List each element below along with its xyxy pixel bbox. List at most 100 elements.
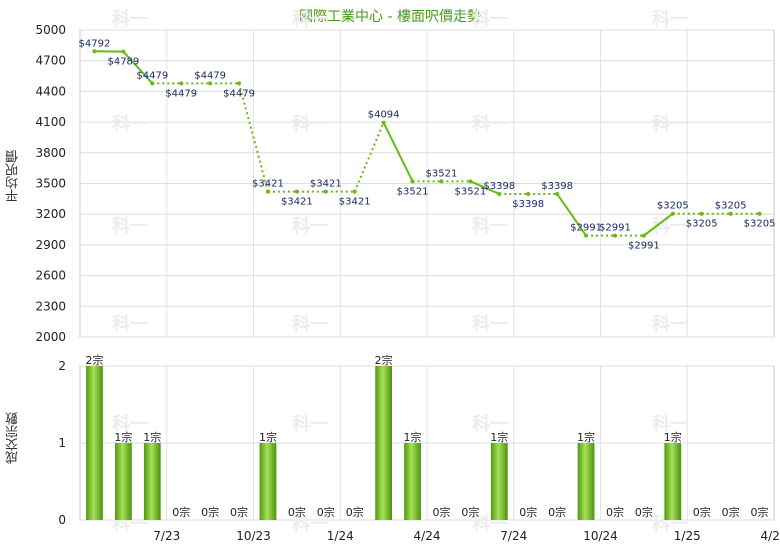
count-data-label: 0宗 xyxy=(722,505,740,519)
price-data-label: $2991 xyxy=(599,223,631,234)
count-data-label: 0宗 xyxy=(346,505,364,519)
x-tick-label: 1/25 xyxy=(674,529,701,543)
price-data-label: $3421 xyxy=(281,197,313,208)
price-data-label: $3205 xyxy=(744,219,776,230)
count-data-label: 1宗 xyxy=(404,430,422,444)
price-data-label: $3398 xyxy=(512,199,544,210)
count-y-tick-label: 1 xyxy=(58,436,66,450)
price-data-label: $4094 xyxy=(368,110,400,121)
price-y-tick-label: 5000 xyxy=(35,23,66,37)
count-data-label: 2宗 xyxy=(375,353,393,367)
count-bar xyxy=(375,366,393,520)
price-line-segment xyxy=(469,180,500,195)
price-data-label: $3521 xyxy=(397,186,429,197)
price-y-tick-label: 2900 xyxy=(35,238,66,252)
watermark-text: 科一 xyxy=(472,113,508,135)
x-tick-label: 1/24 xyxy=(327,529,354,543)
price-point xyxy=(381,120,386,125)
price-point xyxy=(612,233,617,238)
price-data-label: $3521 xyxy=(454,186,486,197)
price-point xyxy=(179,81,184,86)
price-point xyxy=(468,179,473,184)
count-data-label: 0宗 xyxy=(461,505,479,519)
count-y-tick-label: 0 xyxy=(58,513,66,527)
price-data-label: $2991 xyxy=(570,223,602,234)
price-data-label: $3205 xyxy=(657,201,689,212)
x-tick-label: 10/23 xyxy=(236,529,271,543)
count-data-label: 1宗 xyxy=(490,430,508,444)
price-point xyxy=(294,189,299,194)
price-y-tick-label: 4100 xyxy=(35,115,66,129)
watermark-text: 科一 xyxy=(292,413,328,435)
price-point xyxy=(150,81,155,86)
price-point xyxy=(208,81,213,86)
price-y-tick-label: 3800 xyxy=(35,146,66,160)
count-data-label: 1宗 xyxy=(143,430,161,444)
price-line-segment xyxy=(122,50,154,84)
count-data-label: 0宗 xyxy=(230,505,248,519)
price-point xyxy=(237,81,242,86)
price-point xyxy=(497,191,502,196)
price-point xyxy=(641,233,646,238)
price-y-tick-label: 2600 xyxy=(35,269,66,283)
price-point xyxy=(670,211,675,216)
count-data-label: 0宗 xyxy=(519,505,537,519)
price-y-tick-label: 4700 xyxy=(35,54,66,68)
x-tick-label: 4/25 xyxy=(761,529,780,543)
price-data-label: $3521 xyxy=(426,168,458,179)
count-bar xyxy=(577,443,595,520)
watermark-text: 科一 xyxy=(652,113,688,135)
price-data-label: $4479 xyxy=(223,88,255,99)
count-bar xyxy=(86,366,103,520)
watermark-text: 科一 xyxy=(472,8,508,30)
watermark-text: 科一 xyxy=(112,413,148,435)
price-data-label: $3421 xyxy=(310,179,342,190)
price-line-segment xyxy=(238,83,269,192)
watermark-text: 科一 xyxy=(472,313,508,335)
price-data-label: $3398 xyxy=(483,181,515,192)
count-data-label: 0宗 xyxy=(432,505,450,519)
watermark-text: 科一 xyxy=(292,215,328,237)
price-point xyxy=(92,49,97,54)
count-bar xyxy=(490,443,508,520)
price-point xyxy=(323,189,328,194)
x-tick-label: 7/24 xyxy=(500,529,527,543)
price-y-tick-label: 4400 xyxy=(35,84,66,98)
count-data-label: 0宗 xyxy=(693,505,711,519)
price-y-tick-label: 2300 xyxy=(35,299,66,313)
count-data-label: 0宗 xyxy=(635,505,653,519)
watermark-text: 科一 xyxy=(652,313,688,335)
price-line-segment xyxy=(382,122,414,182)
price-point xyxy=(265,189,270,194)
count-y-tick-label: 2 xyxy=(58,359,66,373)
price-data-label: $3421 xyxy=(252,179,284,190)
count-data-label: 0宗 xyxy=(172,505,190,519)
watermark-text: 科一 xyxy=(112,8,148,30)
price-data-label: $4479 xyxy=(165,88,197,99)
count-data-label: 0宗 xyxy=(751,505,769,519)
price-point xyxy=(584,233,589,238)
price-point xyxy=(352,189,357,194)
price-point xyxy=(555,191,560,196)
price-data-label: $3398 xyxy=(541,181,573,192)
count-data-label: 0宗 xyxy=(606,505,624,519)
count-bar xyxy=(664,443,682,520)
price-data-label: $4479 xyxy=(136,70,168,81)
watermark-text: 科一 xyxy=(292,8,328,30)
watermark-text: 科一 xyxy=(652,8,688,30)
chart-title: 國際工業中心 - 樓面呎價走勢 xyxy=(299,9,481,25)
price-y-tick-label: 3200 xyxy=(35,207,66,221)
count-bar xyxy=(259,443,277,520)
count-bar xyxy=(143,443,161,520)
count-bar xyxy=(114,443,132,520)
price-point xyxy=(121,49,126,54)
price-point xyxy=(728,211,733,216)
watermark-text: 科一 xyxy=(292,113,328,135)
count-bar xyxy=(404,443,421,520)
price-data-label: $4479 xyxy=(194,70,226,81)
watermark-text: 科一 xyxy=(112,113,148,135)
x-tick-label: 10/24 xyxy=(583,529,618,543)
price-point xyxy=(439,179,444,184)
count-data-label: 1宗 xyxy=(259,430,277,444)
